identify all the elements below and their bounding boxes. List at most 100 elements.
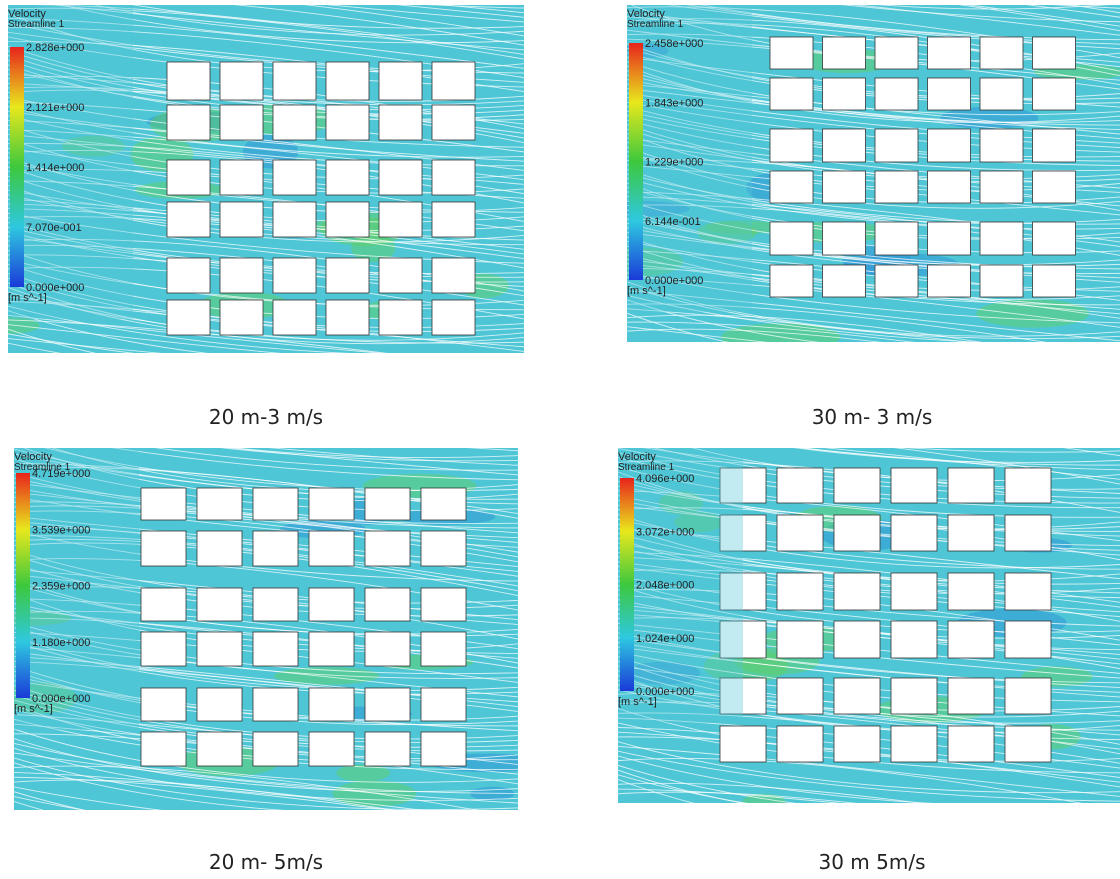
streamline <box>627 326 768 342</box>
building <box>378 257 423 294</box>
building <box>719 725 767 763</box>
building <box>252 487 299 521</box>
streamline <box>426 5 524 9</box>
velocity-patch <box>336 764 391 782</box>
building <box>140 487 187 521</box>
streamline <box>618 745 1120 797</box>
streamline <box>14 786 163 810</box>
legend-unit: [m s^-1] <box>8 292 47 304</box>
building <box>822 77 866 111</box>
building <box>272 257 317 294</box>
building <box>1032 221 1076 256</box>
building <box>325 257 370 294</box>
building <box>1032 36 1076 70</box>
building <box>776 572 824 611</box>
building <box>1032 128 1076 163</box>
legend-label: 4.096e+000 <box>636 473 694 485</box>
streamline <box>8 338 166 353</box>
building <box>364 487 411 521</box>
building <box>769 264 814 298</box>
streamline <box>618 755 935 803</box>
building <box>874 36 919 70</box>
streamline <box>627 303 1048 342</box>
building <box>364 687 411 722</box>
building <box>927 221 971 256</box>
streamline <box>8 314 384 353</box>
building <box>947 725 995 763</box>
building <box>833 514 881 552</box>
building <box>890 572 938 611</box>
building <box>1004 514 1052 552</box>
building <box>979 221 1024 256</box>
legend-label: 2.121e+000 <box>26 102 84 114</box>
building <box>822 170 866 204</box>
legend-label: 0.000e+000 <box>32 693 90 705</box>
building <box>325 299 370 336</box>
streamline <box>50 5 524 51</box>
building <box>308 731 355 767</box>
building <box>947 572 995 611</box>
streamline <box>14 738 518 792</box>
legend-label: 2.048e+000 <box>636 580 694 592</box>
streamline <box>14 743 518 794</box>
building <box>378 159 423 196</box>
building <box>822 221 866 256</box>
building <box>431 61 476 101</box>
building <box>874 128 919 163</box>
legend-label: 6.144e-001 <box>645 216 701 228</box>
streamline <box>14 728 518 783</box>
streamline <box>853 5 1120 36</box>
legend-bg <box>618 448 743 723</box>
caption: 30 m- 3 m/s <box>811 405 933 429</box>
building <box>325 201 370 238</box>
legend-label: 1.843e+000 <box>645 97 703 109</box>
building <box>719 572 767 611</box>
building <box>272 299 317 336</box>
legend-title: Velocity <box>627 8 665 20</box>
building <box>325 159 370 196</box>
building <box>219 61 264 101</box>
building <box>252 687 299 722</box>
streamline <box>618 769 745 803</box>
building <box>308 631 355 667</box>
streamline <box>8 305 352 353</box>
building <box>420 587 467 622</box>
legend-label: 1.024e+000 <box>636 633 694 645</box>
building <box>196 530 243 567</box>
streamline <box>618 788 841 803</box>
building <box>1004 572 1052 611</box>
streamline <box>14 757 518 810</box>
caption: 20 m- 5m/s <box>208 850 324 874</box>
legend-label: 3.539e+000 <box>32 524 90 536</box>
streamline <box>8 328 97 353</box>
building <box>219 104 264 141</box>
building <box>378 61 423 101</box>
streamline <box>14 791 86 810</box>
velocity-patch <box>696 220 757 244</box>
building <box>272 61 317 101</box>
legend-label: 4.719e+000 <box>32 468 90 480</box>
streamline <box>618 741 1120 794</box>
streamline <box>627 74 1120 126</box>
legend-bg <box>8 5 133 319</box>
building <box>979 170 1024 204</box>
velocity-patch <box>706 220 781 235</box>
legend-unit: [m s^-1] <box>14 703 53 715</box>
building <box>378 201 423 238</box>
streamline <box>14 776 394 810</box>
building <box>769 36 814 70</box>
streamline <box>14 765 479 810</box>
streamline <box>93 5 524 36</box>
building <box>431 299 476 336</box>
streamline <box>8 17 524 69</box>
building <box>196 631 243 667</box>
building <box>719 514 767 552</box>
building <box>325 61 370 101</box>
caption: 30 m 5m/s <box>818 850 926 874</box>
building <box>979 264 1024 298</box>
building <box>833 677 881 715</box>
building <box>420 687 467 722</box>
building <box>1032 170 1076 204</box>
streamline <box>395 5 524 18</box>
